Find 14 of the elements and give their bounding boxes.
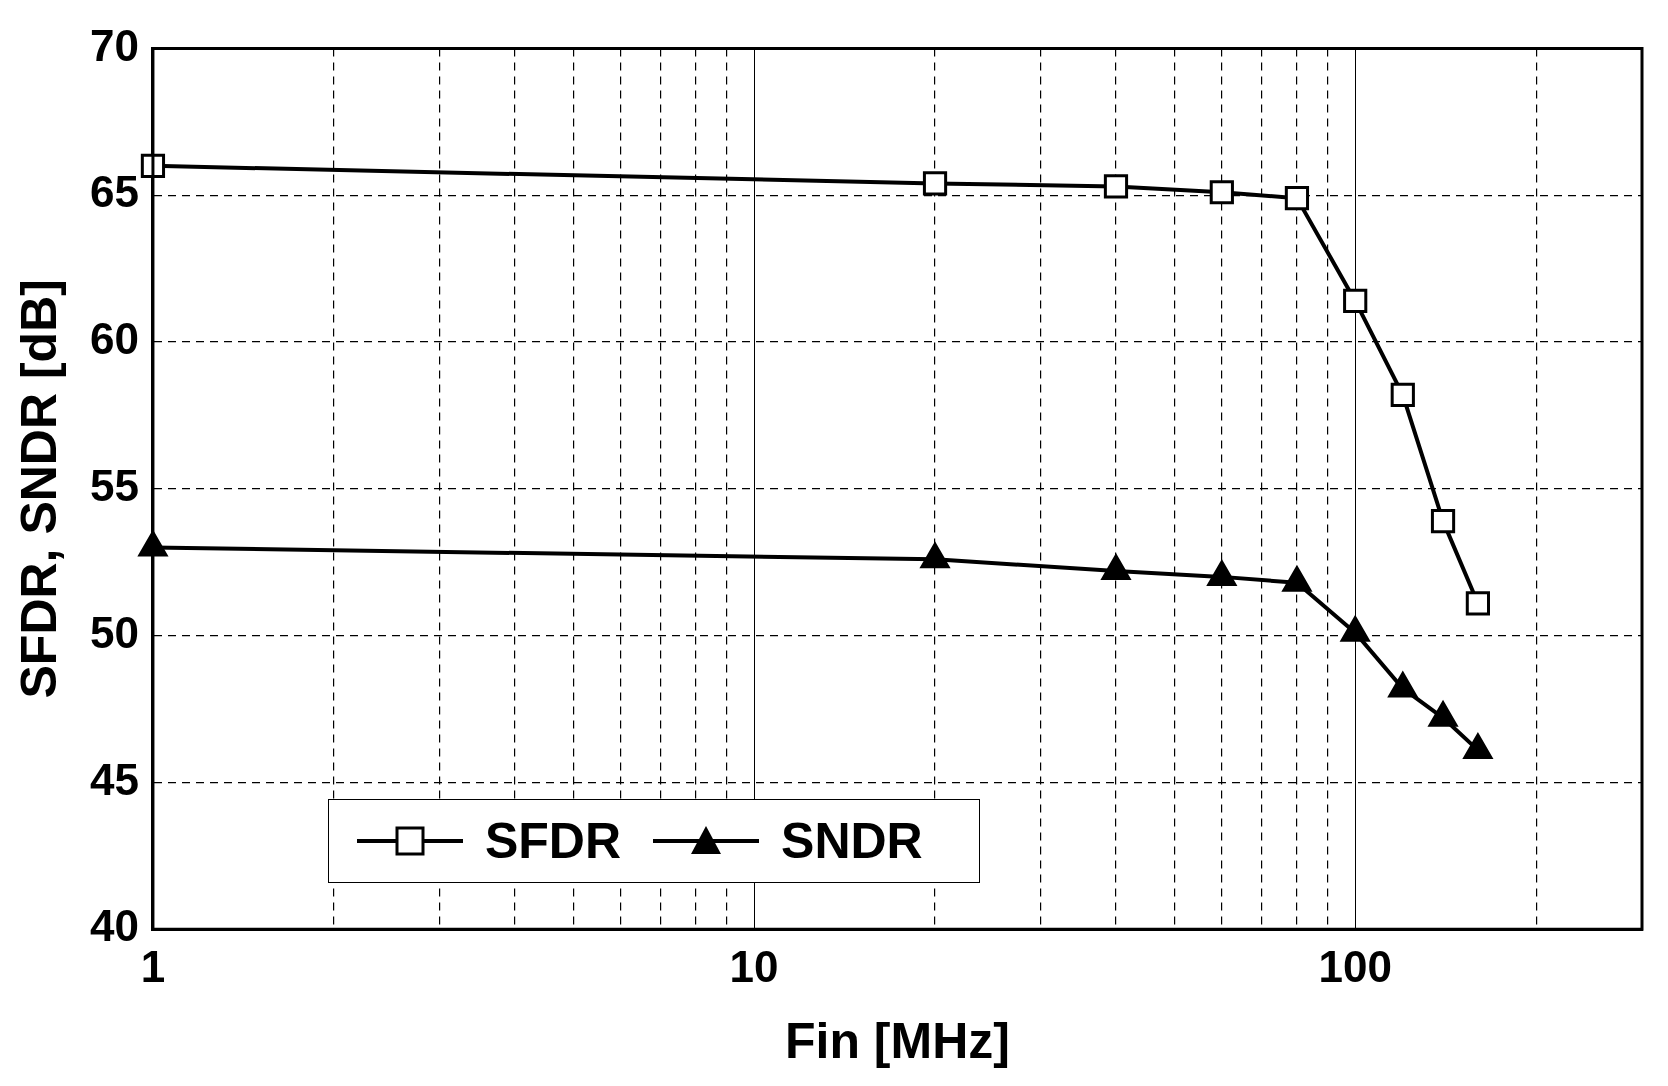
x-tick-label: 1 [140, 941, 166, 991]
y-axis-title: SFDR, SNDR [dB] [10, 279, 67, 699]
legend-label: SNDR [781, 812, 923, 871]
y-tick-label: 45 [89, 754, 139, 804]
legend-label: SFDR [484, 812, 622, 871]
y-tick-label: 40 [89, 901, 139, 951]
y-tick-label: 60 [89, 314, 139, 364]
y-tick-label: 65 [89, 167, 139, 217]
x-axis-title: Fin [MHz] [785, 1012, 1010, 1069]
y-tick-label: 55 [89, 460, 139, 510]
x-tick-label: 10 [729, 941, 779, 991]
x-tick-label: 100 [1318, 941, 1392, 991]
y-tick-label: 50 [89, 607, 139, 657]
y-tick-label: 70 [89, 20, 139, 70]
